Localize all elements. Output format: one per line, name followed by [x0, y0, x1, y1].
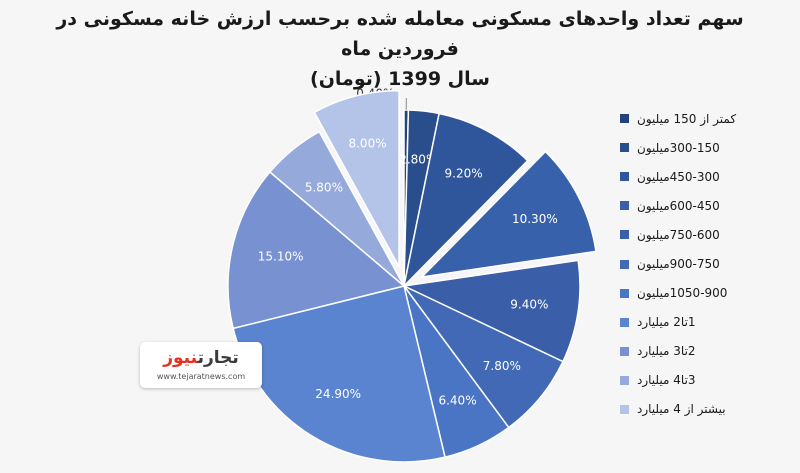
chart-title: سهم تعداد واحدهای مسکونی معامله شده برحس…	[20, 4, 780, 94]
pie-slice-4	[419, 150, 597, 279]
legend-label-2: 300-150میلیون	[637, 140, 720, 155]
chart-title-line-2: سال 1399 (تومان)	[310, 68, 490, 90]
pie-slice-3	[402, 112, 529, 289]
legend-label-1: کمتر از 150 میلیون	[637, 111, 737, 126]
legend-item-9: 2تا3 میلیارد	[620, 337, 795, 366]
data-label-5: 9.40%	[510, 297, 548, 311]
legend-swatch-5	[620, 230, 629, 240]
pie-slice-9	[227, 170, 406, 330]
legend: کمتر از 150 میلیون 300-150میلیون 450-300می…	[620, 104, 795, 424]
legend-label-5: 750-600میلیون	[637, 227, 720, 242]
data-label-10: 5.80%	[305, 180, 343, 194]
legend-label-6: 900-750میلیون	[637, 257, 720, 272]
data-label-11: 8.00%	[348, 136, 386, 150]
legend-swatch-3	[620, 172, 629, 182]
legend-label-4: 600-450میلیون	[637, 198, 720, 213]
watermark-url: www.tejaratnews.com	[156, 372, 246, 381]
watermark-brand: تجارتنیوز	[140, 342, 262, 371]
data-label-9: 15.10%	[258, 250, 304, 264]
watermark-brand-part2: نیوز	[163, 348, 198, 368]
legend-label-7: 1050-900میلیون	[637, 286, 728, 301]
data-label-8: 24.90%	[315, 387, 361, 401]
watermark-logo: تجارتنیوز www.tejaratnews.com	[140, 342, 262, 388]
watermark-brand-part1: تجارت	[197, 348, 239, 368]
legend-item-5: 750-600میلیون	[620, 220, 795, 249]
data-label-7: 6.40%	[438, 393, 476, 407]
legend-item-8: 1تا2 میلیارد	[620, 308, 795, 337]
legend-swatch-7	[620, 288, 629, 298]
data-label-6: 7.80%	[483, 359, 521, 373]
legend-item-10: 3تا4 میلیارد	[620, 366, 795, 395]
legend-item-2: 300-150میلیون	[620, 133, 795, 162]
legend-swatch-6	[620, 259, 629, 269]
data-label-3: 9.20%	[445, 167, 483, 181]
legend-item-11: بیشتر از 4 میلیارد	[620, 395, 795, 424]
chart-title-line-1: سهم تعداد واحدهای مسکونی معامله شده برحس…	[56, 8, 744, 60]
legend-swatch-8	[620, 317, 629, 327]
legend-label-8: 1تا2 میلیارد	[637, 315, 696, 330]
legend-item-6: 900-750میلیون	[620, 249, 795, 278]
legend-label-3: 450-300میلیون	[637, 169, 720, 184]
legend-swatch-4	[620, 201, 629, 211]
data-label-2: 2.80%	[399, 153, 437, 167]
pie-slice-11	[313, 89, 400, 267]
legend-item-4: 600-450میلیون	[620, 191, 795, 220]
legend-swatch-9	[620, 346, 629, 356]
legend-item-3: 450-300میلیون	[620, 162, 795, 191]
pie-slice-5	[401, 259, 581, 363]
legend-swatch-10	[620, 375, 629, 385]
data-label-4: 10.30%	[512, 212, 558, 226]
legend-swatch-1	[620, 114, 629, 124]
legend-item-7: 1050-900میلیون	[620, 279, 795, 308]
pie-slice-10	[268, 130, 405, 287]
legend-swatch-2	[620, 143, 629, 153]
legend-label-9: 2تا3 میلیارد	[637, 344, 696, 359]
legend-label-10: 3تا4 میلیارد	[637, 373, 696, 388]
legend-swatch-11	[620, 404, 629, 414]
legend-label-11: بیشتر از 4 میلیارد	[637, 402, 726, 417]
legend-item-1: کمتر از 150 میلیون	[620, 104, 795, 133]
